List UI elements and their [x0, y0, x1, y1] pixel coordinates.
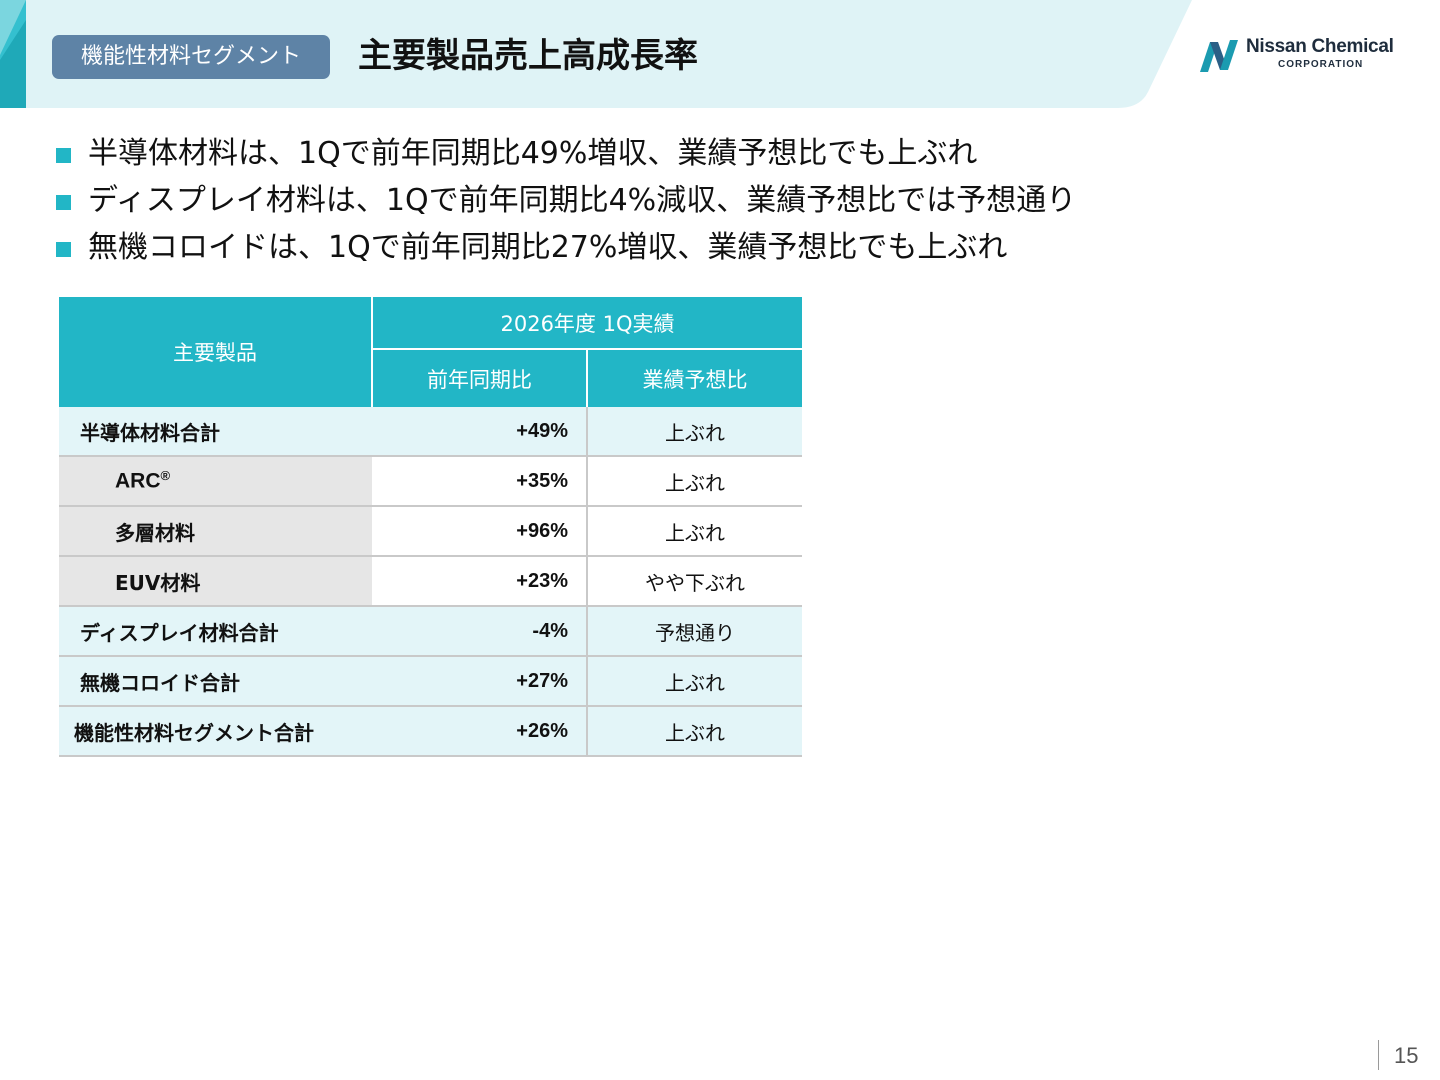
table-row: 多層材料 +96% 上ぶれ: [59, 506, 802, 557]
growth-table: 主要製品 2026年度 1Q実績 前年同期比 業績予想比 半導体材料合計 +49…: [59, 297, 802, 757]
product-name-text: ARC: [115, 469, 161, 493]
yoy-value: +27%: [372, 656, 588, 707]
registered-mark: ®: [160, 468, 171, 484]
product-name: 半導体材料合計: [59, 407, 372, 457]
bullet-text: 無機コロイドは、1Qで前年同期比27%増収、業績予想比でも上ぶれ: [88, 230, 1008, 265]
product-name: ディスプレイ材料合計: [59, 606, 372, 657]
product-name: 多層材料: [59, 506, 372, 557]
bullet-item: 半導体材料は、1Qで前年同期比49%増収、業績予想比でも上ぶれ: [52, 132, 1076, 179]
product-name: 無機コロイド合計: [59, 656, 372, 707]
yoy-value: +26%: [372, 706, 588, 757]
header-product: 主要製品: [59, 297, 373, 407]
bullet-item: 無機コロイドは、1Qで前年同期比27%増収、業績予想比でも上ぶれ: [52, 226, 1076, 273]
table-row: ARC® +35% 上ぶれ: [59, 456, 802, 507]
page-title: 主要製品売上高成長率: [358, 36, 698, 76]
logo-mark-icon: [1200, 40, 1238, 72]
vs-forecast-value: 上ぶれ: [587, 506, 802, 557]
table-row: 無機コロイド合計 +27% 上ぶれ: [59, 656, 802, 707]
header-vs-forecast: 業績予想比: [587, 349, 802, 407]
bullet-list: 半導体材料は、1Qで前年同期比49%増収、業績予想比でも上ぶれ ディスプレイ材料…: [52, 132, 1076, 273]
vs-forecast-value: 予想通り: [587, 606, 802, 657]
logo-name: Nissan Chemical: [1246, 36, 1394, 57]
yoy-value: +23%: [372, 556, 588, 607]
segment-badge: 機能性材料セグメント: [52, 35, 330, 79]
vs-forecast-value: 上ぶれ: [587, 656, 802, 707]
vs-forecast-value: 上ぶれ: [587, 456, 802, 507]
header-yoy: 前年同期比: [372, 349, 588, 407]
bullet-square-icon: [56, 195, 71, 210]
page-number: 15: [1394, 1043, 1419, 1068]
footer-divider: [1378, 1040, 1379, 1070]
header-band: 機能性材料セグメント 主要製品売上高成長率 Nissan Chemical CO…: [0, 0, 1440, 108]
vs-forecast-value: 上ぶれ: [587, 706, 802, 757]
product-name: ARC®: [59, 456, 372, 507]
bullet-square-icon: [56, 242, 71, 257]
table-row: 機能性材料セグメント合計 +26% 上ぶれ: [59, 706, 802, 757]
table-row: EUV材料 +23% やや下ぶれ: [59, 556, 802, 607]
bullet-item: ディスプレイ材料は、1Qで前年同期比4%減収、業績予想比では予想通り: [52, 179, 1076, 226]
yoy-value: +49%: [372, 407, 588, 457]
company-logo: Nissan Chemical CORPORATION: [1198, 36, 1398, 76]
yoy-value: +35%: [372, 456, 588, 507]
vs-forecast-value: やや下ぶれ: [587, 556, 802, 607]
product-name: EUV材料: [59, 556, 372, 607]
product-name: 機能性材料セグメント合計: [59, 706, 372, 757]
bullet-text: 半導体材料は、1Qで前年同期比49%増収、業績予想比でも上ぶれ: [88, 136, 978, 171]
header-period: 2026年度 1Q実績: [372, 297, 802, 350]
table-row: 半導体材料合計 +49% 上ぶれ: [59, 407, 802, 457]
logo-sub: CORPORATION: [1278, 59, 1364, 70]
yoy-value: -4%: [372, 606, 588, 657]
vs-forecast-value: 上ぶれ: [587, 407, 802, 457]
yoy-value: +96%: [372, 506, 588, 557]
bullet-text: ディスプレイ材料は、1Qで前年同期比4%減収、業績予想比では予想通り: [88, 183, 1077, 218]
header-band-shape: [0, 0, 1192, 108]
bullet-square-icon: [56, 148, 71, 163]
table-row: ディスプレイ材料合計 -4% 予想通り: [59, 606, 802, 657]
